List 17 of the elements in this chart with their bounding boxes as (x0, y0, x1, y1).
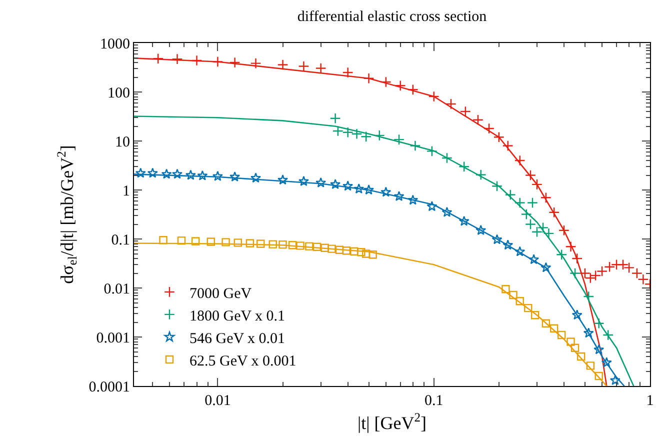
legend-label: 7000 GeV (189, 286, 252, 302)
legend-label: 546 GeV x 0.01 (189, 330, 286, 347)
y-tick-label: 100 (108, 85, 130, 102)
legend-label: 62.5 GeV x 0.001 (189, 353, 296, 370)
chart-title: differential elastic cross section (297, 8, 488, 25)
y-tick-label: 0.001 (96, 330, 130, 346)
legend-label: 1800 GeV x 0.1 (189, 308, 286, 324)
y-tick-label: 0.01 (104, 281, 130, 298)
y-tick-label: 1000 (100, 36, 130, 52)
x-axis-title: |t| [GeV$^{2}$] (358, 410, 426, 434)
y-tick-label: 1 (122, 183, 130, 200)
y-tick-label: 0.1 (111, 232, 130, 248)
y-tick-label: 10 (115, 134, 130, 150)
y-tick-label: 0.0001 (88, 379, 130, 396)
x-tick-label: 0.01 (204, 393, 231, 409)
x-tick-label: 0.1 (424, 393, 444, 409)
x-tick-label: 1 (646, 393, 654, 409)
